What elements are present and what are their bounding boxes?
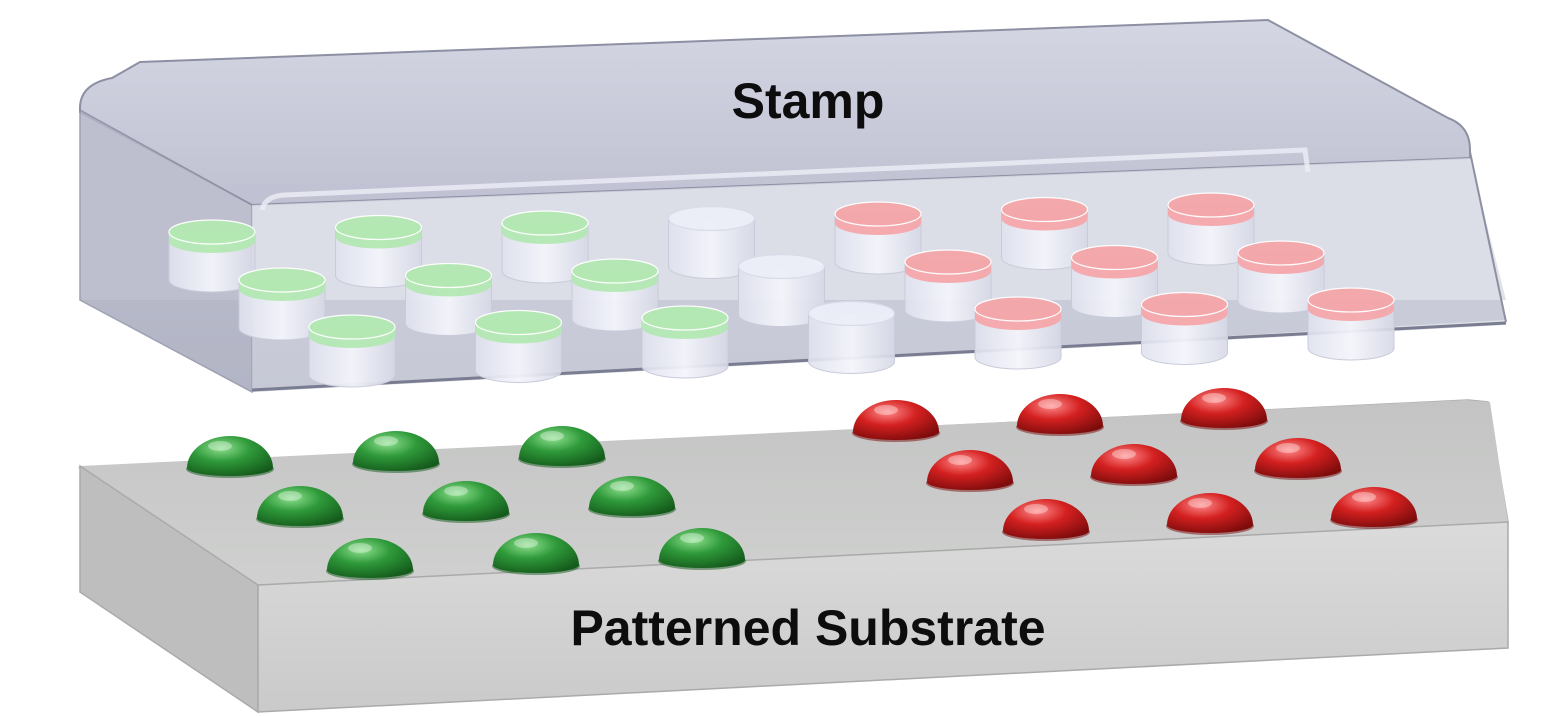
stamp: Stamp — [79, 18, 1507, 394]
stamp-post-red — [1140, 291, 1229, 365]
substrate-droplet-red — [1330, 487, 1418, 529]
substrate-droplet-red — [926, 450, 1014, 492]
substrate-droplet-green — [186, 436, 274, 478]
substrate-droplet-red — [1090, 444, 1178, 486]
stamp-post-empty — [737, 253, 826, 327]
substrate-droplet-green — [492, 533, 580, 575]
stamp-post-red — [834, 201, 922, 275]
substrate-droplet-green — [588, 476, 676, 518]
substrate-droplet-green — [658, 528, 746, 570]
substrate-droplet-green — [422, 481, 510, 523]
substrate-droplet-red — [1254, 438, 1342, 480]
substrate-droplet-green — [518, 426, 606, 468]
stamp-post-red — [1167, 192, 1255, 266]
substrate-top-back — [80, 400, 1508, 585]
stamp-right-edge — [1469, 151, 1507, 323]
stamp-post-red — [1307, 287, 1395, 361]
stamp-post-empty — [807, 300, 896, 374]
substrate-droplet-red — [852, 400, 940, 442]
stamp-post-green — [334, 214, 423, 288]
stamp-post-green — [308, 314, 396, 388]
substrate-droplet-red — [1166, 493, 1254, 535]
stamp-post-green — [474, 309, 563, 383]
stamp-post-red — [1070, 244, 1159, 318]
stamp-post-red — [1000, 196, 1089, 270]
stamp-posts — [168, 192, 1395, 388]
stamp-post-red — [1237, 240, 1325, 314]
stamp-post-red — [974, 296, 1062, 370]
stamp-post-green — [168, 219, 256, 293]
stamp-post-red — [904, 249, 992, 323]
stamp-post-green — [404, 262, 493, 336]
stamp-inner-rim — [259, 147, 1311, 211]
stamp-post-green — [238, 267, 326, 341]
substrate-drops — [186, 388, 1418, 580]
stamp-label: Stamp — [732, 73, 885, 129]
stamp-post-green — [571, 258, 659, 332]
stamp-post-empty — [667, 205, 756, 279]
substrate-droplet-red — [1180, 388, 1268, 430]
substrate-label: Patterned Substrate — [570, 600, 1045, 656]
substrate-droplet-green — [352, 431, 440, 473]
patterned-substrate: Patterned Substrate — [77, 388, 1509, 714]
stamp-post-green — [501, 210, 589, 284]
substrate-droplet-red — [1002, 499, 1090, 541]
substrate-droplet-green — [326, 538, 414, 580]
substrate-droplet-red — [1016, 394, 1104, 436]
substrate-droplet-green — [256, 486, 344, 528]
stamp-post-green — [641, 305, 729, 379]
